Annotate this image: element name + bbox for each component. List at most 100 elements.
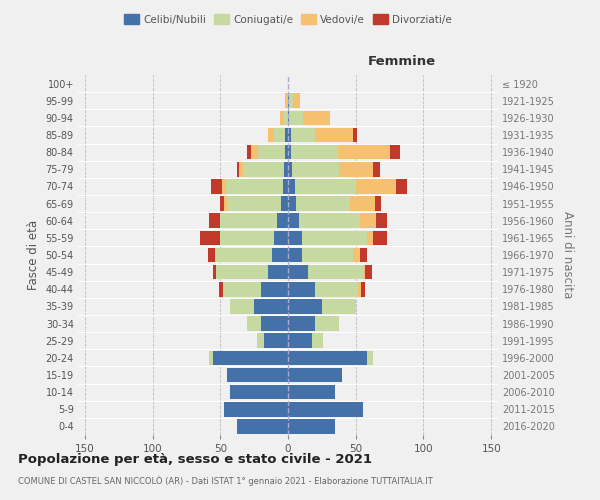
Bar [219,282,223,296]
Y-axis label: Anni di nascita: Anni di nascita [560,212,574,298]
Bar [303,110,330,125]
Bar [350,196,375,211]
Bar [288,350,367,365]
Bar [263,334,288,348]
Bar [288,419,335,434]
Bar [200,230,220,245]
Bar [268,265,288,280]
Bar [216,265,268,280]
Bar [288,94,289,108]
Bar [224,402,288,416]
Bar [209,350,214,365]
Bar [291,145,338,160]
Bar [283,179,288,194]
Bar [274,128,285,142]
Bar [287,94,288,108]
Bar [362,265,365,280]
Bar [367,350,373,365]
Bar [338,145,389,160]
Bar [220,196,224,211]
Bar [353,248,360,262]
Bar [211,179,221,194]
Bar [227,196,281,211]
Bar [360,214,376,228]
Bar [251,145,258,160]
Bar [365,265,372,280]
Legend: Celibi/Nubili, Coniugati/e, Vedovi/e, Divorziati/e: Celibi/Nubili, Coniugati/e, Vedovi/e, Di… [120,10,456,29]
Bar [284,110,288,125]
Bar [247,316,261,331]
Bar [288,248,302,262]
Bar [239,162,243,176]
Bar [285,94,287,108]
Bar [288,179,295,194]
Bar [289,94,293,108]
Bar [288,196,296,211]
Bar [295,179,356,194]
Bar [285,145,288,160]
Bar [358,282,361,296]
Bar [221,179,226,194]
Bar [288,368,342,382]
Bar [296,196,350,211]
Bar [288,214,299,228]
Bar [289,110,303,125]
Bar [356,179,397,194]
Bar [376,214,387,228]
Bar [361,282,365,296]
Bar [288,282,315,296]
Y-axis label: Fasce di età: Fasce di età [27,220,40,290]
Bar [230,385,288,400]
Bar [288,162,292,176]
Bar [340,162,373,176]
Bar [261,316,288,331]
Bar [288,145,291,160]
Bar [315,316,340,331]
Bar [288,334,313,348]
Bar [254,299,288,314]
Bar [373,230,387,245]
Bar [315,282,358,296]
Bar [281,196,288,211]
Bar [247,145,251,160]
Bar [243,162,284,176]
Bar [302,230,367,245]
Bar [284,162,288,176]
Bar [280,110,284,125]
Bar [288,316,315,331]
Bar [288,265,308,280]
Bar [258,145,285,160]
Bar [373,162,380,176]
Bar [389,145,400,160]
Bar [288,128,291,142]
Bar [288,110,289,125]
Bar [292,162,340,176]
Bar [291,128,315,142]
Bar [226,179,283,194]
Text: Femmine: Femmine [367,55,436,68]
Bar [268,128,274,142]
Bar [257,334,263,348]
Bar [315,128,353,142]
Bar [230,299,254,314]
Bar [302,248,353,262]
Text: Popolazione per età, sesso e stato civile - 2021: Popolazione per età, sesso e stato civil… [18,452,372,466]
Bar [272,248,288,262]
Bar [308,265,362,280]
Bar [215,248,272,262]
Bar [220,214,277,228]
Bar [261,282,288,296]
Bar [397,179,407,194]
Bar [227,368,288,382]
Bar [214,350,288,365]
Bar [236,162,239,176]
Bar [220,230,274,245]
Bar [274,230,288,245]
Bar [288,299,322,314]
Bar [299,214,360,228]
Bar [360,248,367,262]
Bar [208,248,215,262]
Bar [367,230,373,245]
Bar [236,419,288,434]
Bar [277,214,288,228]
